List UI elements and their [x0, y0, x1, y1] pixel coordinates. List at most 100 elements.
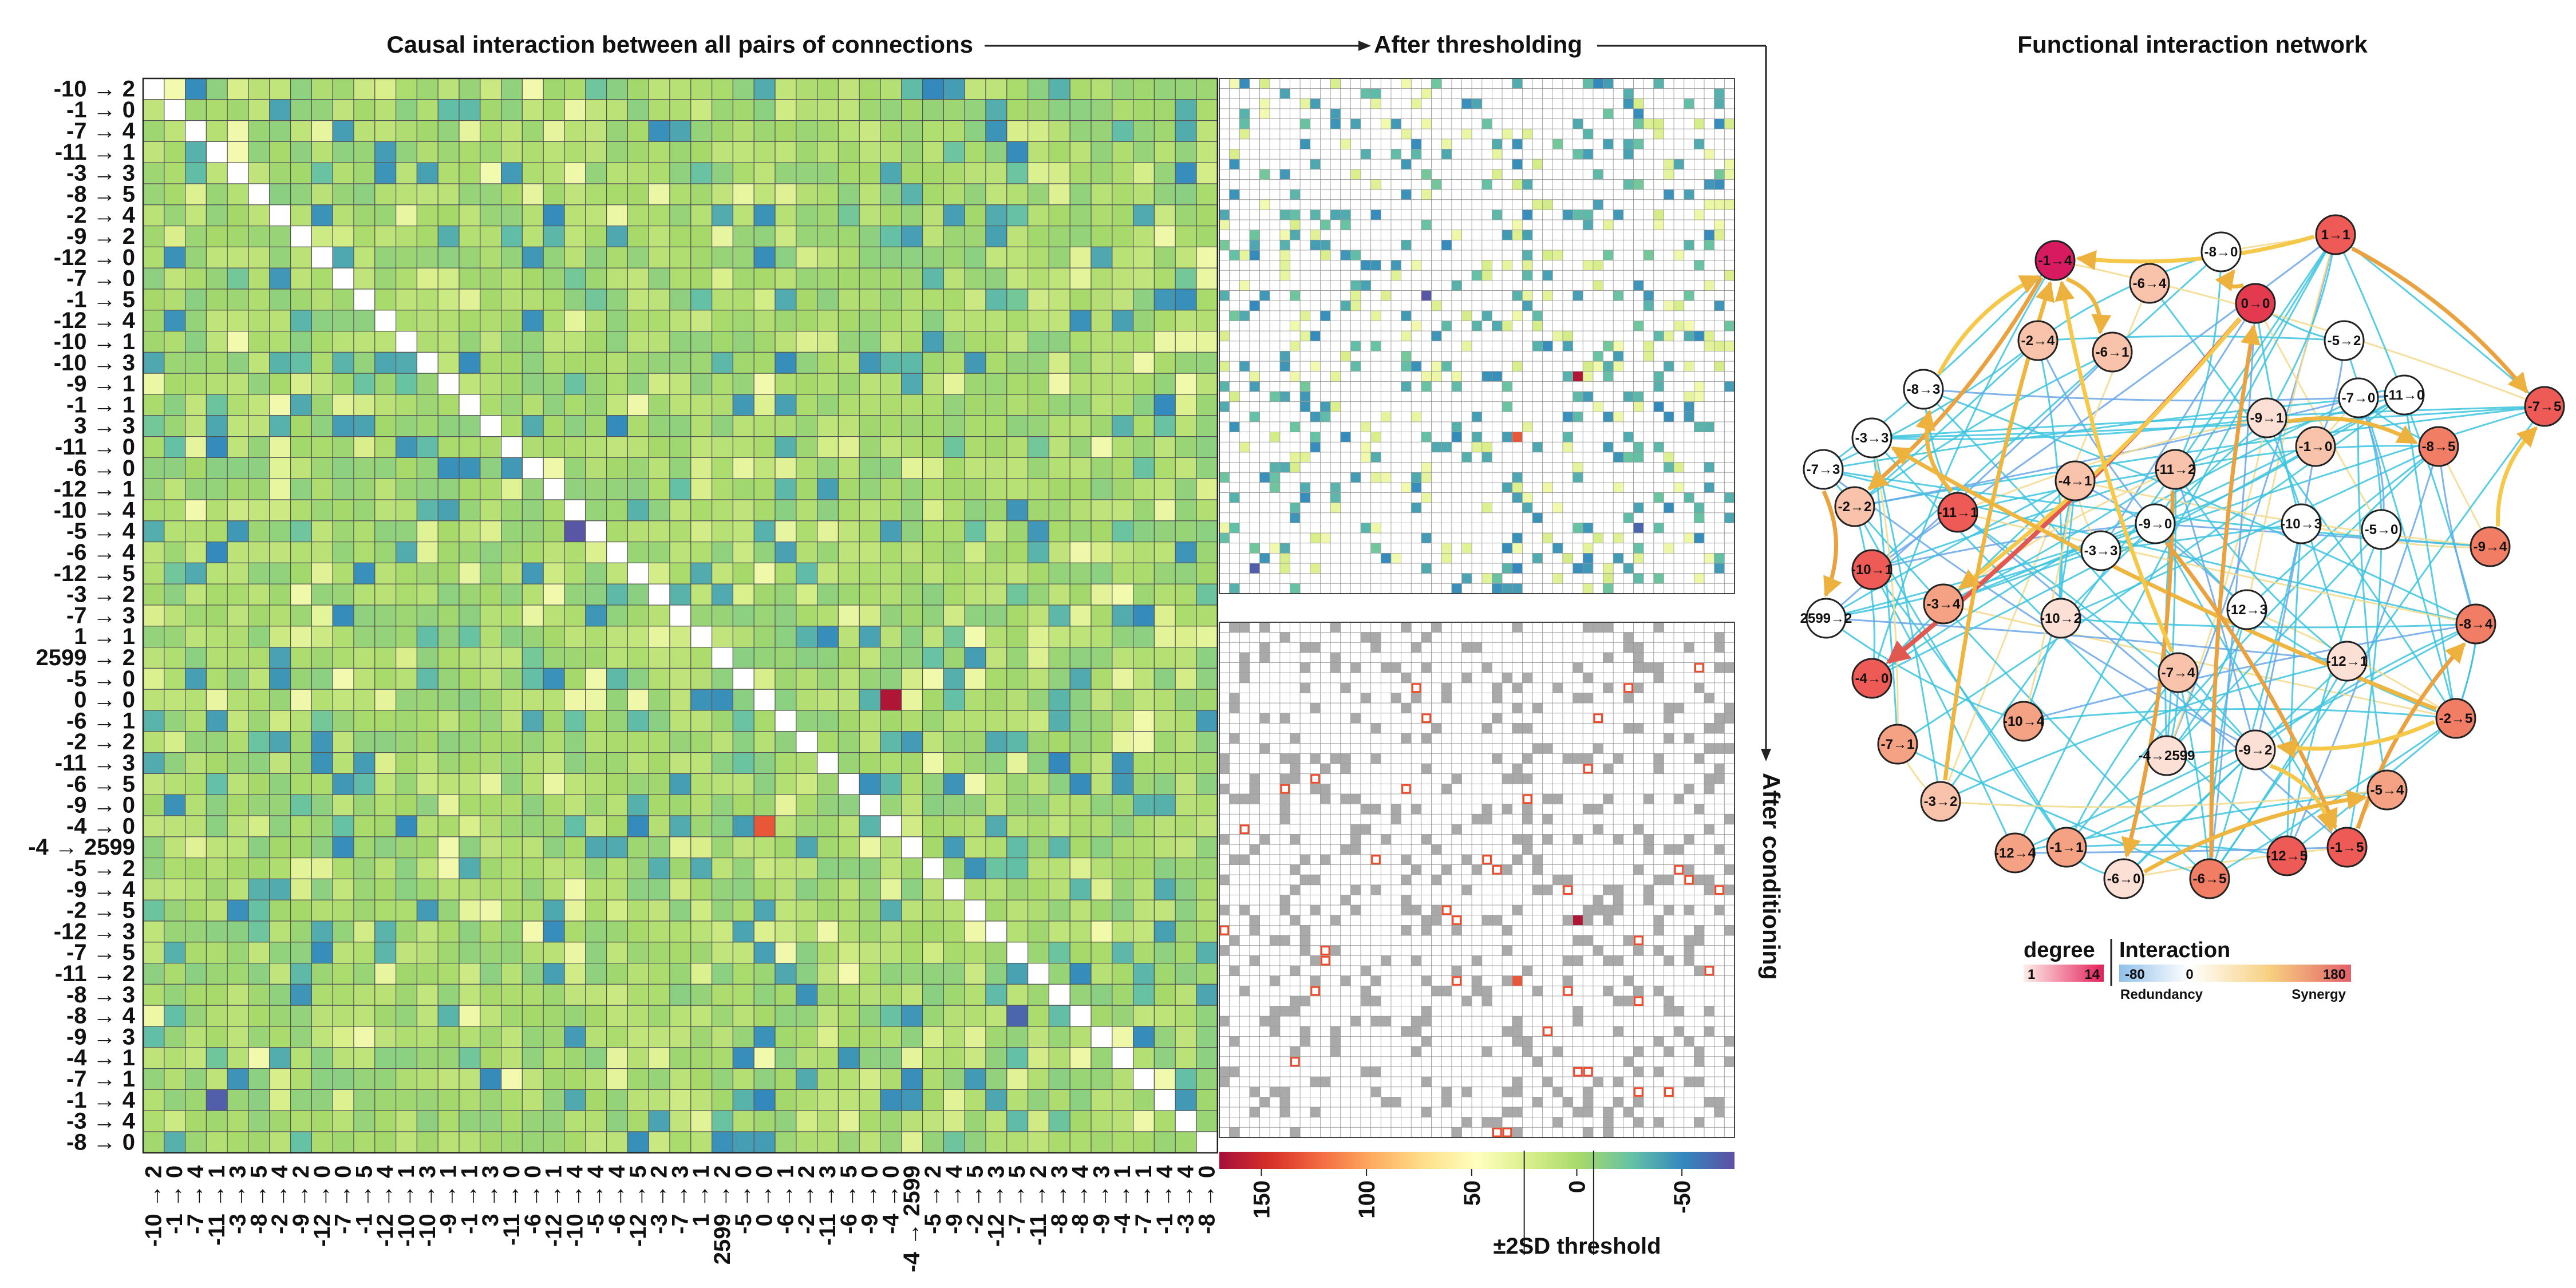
matrix-cell	[627, 1089, 649, 1111]
grid-cell	[1653, 321, 1664, 331]
grid-cell	[1421, 149, 1432, 160]
grid-cell	[1673, 381, 1685, 392]
grid-cell	[1390, 330, 1402, 342]
grid-cell	[1552, 371, 1563, 382]
matrix-cell	[775, 731, 797, 753]
grid-cell	[1522, 381, 1533, 392]
matrix-cell	[1153, 983, 1176, 1006]
grid-cell	[1643, 330, 1654, 342]
matrix-cell	[1006, 183, 1029, 206]
grid-cell	[1290, 98, 1301, 109]
grid-cell	[1451, 310, 1462, 321]
matrix-cell	[459, 204, 481, 227]
grid-cell	[1512, 149, 1523, 160]
matrix-cell	[206, 857, 228, 879]
grid-cell	[1664, 391, 1674, 402]
grid-cell	[1310, 300, 1321, 311]
matrix-cell	[164, 731, 186, 753]
grid-cell	[1421, 219, 1432, 231]
grid-cell	[1724, 199, 1735, 210]
matrix-cell	[269, 731, 291, 753]
matrix-cell	[606, 1110, 628, 1132]
matrix-cell	[1027, 1110, 1049, 1132]
matrix-cell	[353, 99, 376, 121]
matrix-cell	[1112, 667, 1134, 690]
grid-cell	[1664, 189, 1674, 200]
grid-cell	[1492, 432, 1503, 442]
grid-cell	[1704, 411, 1715, 422]
grid-cell	[1299, 371, 1311, 382]
grid-cell	[1573, 270, 1583, 281]
grid-cell	[1573, 260, 1583, 271]
matrix-cell	[775, 815, 797, 837]
matrix-cell	[248, 773, 270, 795]
grid-cell	[1431, 169, 1442, 180]
matrix-cell	[711, 1026, 733, 1048]
matrix-cell	[1175, 120, 1197, 143]
grid-cell	[1471, 250, 1483, 261]
matrix-cell	[269, 583, 291, 606]
grid-cell	[1471, 351, 1483, 362]
matrix-cell	[500, 689, 523, 711]
matrix-cell	[627, 731, 649, 753]
matrix-cell	[332, 499, 354, 521]
row-label: -12 → 4	[54, 308, 136, 333]
matrix-cell	[1048, 78, 1070, 100]
matrix-cell	[1196, 962, 1218, 985]
grid-cell	[1370, 351, 1381, 362]
grid-cell	[1290, 88, 1301, 99]
grid-cell	[1664, 330, 1674, 342]
matrix-cell	[185, 646, 207, 669]
grid-cell	[1340, 472, 1351, 483]
matrix-cell	[943, 1089, 965, 1111]
matrix-cell	[374, 373, 397, 395]
grid-cell	[1714, 330, 1725, 342]
row-label: -8 → 3	[66, 982, 135, 1008]
matrix-cell	[143, 605, 165, 627]
grid-cell	[1603, 149, 1614, 160]
matrix-cell	[585, 667, 607, 690]
grid-cell	[1512, 502, 1523, 513]
grid-cell	[1502, 128, 1513, 140]
grid-cell	[1573, 411, 1583, 422]
matrix-cell	[1112, 267, 1134, 290]
grid-cell	[1502, 118, 1513, 129]
grid-cell	[1512, 512, 1523, 523]
matrix-cell	[732, 815, 754, 837]
grid-cell	[1390, 492, 1402, 503]
matrix-cell	[859, 836, 881, 859]
grid-cell	[1522, 361, 1533, 372]
matrix-cell	[1069, 267, 1092, 290]
grid-cell	[1562, 250, 1574, 261]
grid-cell	[1239, 391, 1250, 402]
matrix-cell	[248, 1005, 270, 1027]
matrix-cell	[1112, 1131, 1134, 1153]
grid-cell	[1360, 118, 1372, 129]
grid-cell	[1451, 482, 1462, 493]
matrix-cell	[437, 330, 460, 353]
matrix-cell	[775, 520, 797, 543]
matrix-cell	[480, 626, 502, 648]
grid-cell	[1390, 523, 1402, 534]
matrix-cell	[1112, 1089, 1134, 1111]
grid-cell	[1431, 189, 1442, 200]
matrix-cell	[521, 183, 544, 206]
matrix-cell	[1153, 78, 1176, 100]
grid-cell	[1310, 108, 1321, 119]
matrix-cell	[943, 731, 965, 753]
grid-cell	[1471, 441, 1483, 453]
grid-cell	[1542, 523, 1553, 534]
grid-cell	[1552, 310, 1563, 321]
matrix-cell	[732, 394, 754, 416]
grid-cell	[1411, 199, 1422, 210]
matrix-cell	[943, 836, 965, 859]
grid-cell	[1502, 371, 1513, 382]
matrix-cell	[164, 120, 186, 143]
matrix-cell	[143, 1026, 165, 1048]
matrix-cell	[1112, 520, 1134, 543]
matrix-cell	[395, 667, 417, 690]
grid-cell	[1350, 371, 1361, 382]
matrix-cell	[290, 120, 313, 143]
matrix-cell	[1048, 773, 1070, 795]
matrix-cell	[901, 857, 923, 879]
